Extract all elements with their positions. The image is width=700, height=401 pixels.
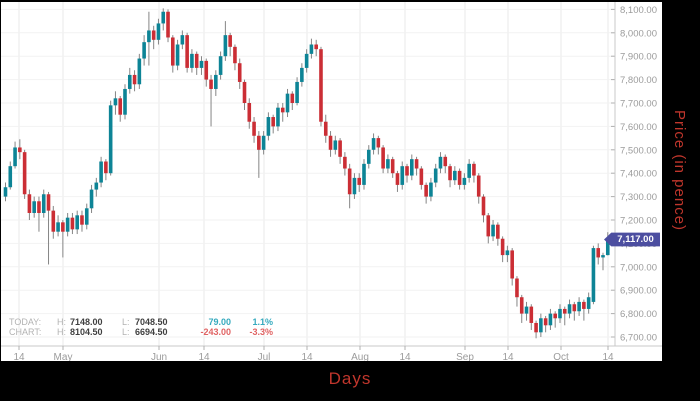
candlestick-plot-area[interactable]: 6,700.006,800.006,900.007,000.007,100.00… xyxy=(1,2,662,361)
y-axis-title: Price (in pence) xyxy=(671,110,688,232)
candlestick-svg: 6,700.006,800.006,900.007,000.007,100.00… xyxy=(1,2,662,361)
svg-text:8,100.00: 8,100.00 xyxy=(620,5,657,16)
chart-low-label: L: xyxy=(122,327,130,337)
today-change-percent: 1.1% xyxy=(252,317,273,327)
svg-text:7,500.00: 7,500.00 xyxy=(620,145,657,156)
svg-text:8,000.00: 8,000.00 xyxy=(620,28,657,39)
svg-text:7,700.00: 7,700.00 xyxy=(620,99,657,110)
svg-text:14: 14 xyxy=(602,352,614,361)
svg-text:6,900.00: 6,900.00 xyxy=(620,286,657,297)
bottom-frame-strip: Days xyxy=(0,361,700,401)
today-low-label: L: xyxy=(122,317,130,327)
last-price-badge: 7,117.00 xyxy=(604,232,660,247)
svg-text:May: May xyxy=(54,352,73,361)
svg-text:7,900.00: 7,900.00 xyxy=(620,52,657,63)
svg-text:7,200.00: 7,200.00 xyxy=(620,216,657,227)
svg-text:7,400.00: 7,400.00 xyxy=(620,169,657,180)
legend-row-today: TODAY: H: 7148.00 L: 7048.50 79.00 1.1% xyxy=(9,317,273,327)
svg-text:7,300.00: 7,300.00 xyxy=(620,192,657,203)
svg-text:7,000.00: 7,000.00 xyxy=(620,262,657,273)
svg-text:14: 14 xyxy=(399,352,411,361)
svg-text:14: 14 xyxy=(301,352,313,361)
chart-low-value: 6694.50 xyxy=(135,327,168,337)
today-high-label: H: xyxy=(57,317,66,327)
chart-high-label: H: xyxy=(57,327,66,337)
today-change-value: 79.00 xyxy=(208,317,231,327)
svg-text:Aug: Aug xyxy=(351,352,369,361)
svg-text:7,600.00: 7,600.00 xyxy=(620,122,657,133)
chart-high-value: 8104.50 xyxy=(70,327,103,337)
svg-text:Jul: Jul xyxy=(258,352,271,361)
price-stats-legend: TODAY: H: 7148.00 L: 7048.50 79.00 1.1% … xyxy=(9,317,273,337)
today-low-value: 7048.50 xyxy=(135,317,168,327)
svg-text:6,700.00: 6,700.00 xyxy=(620,333,657,344)
today-high-value: 7148.00 xyxy=(70,317,103,327)
svg-text:14: 14 xyxy=(502,352,514,361)
chart-change-value: -243.00 xyxy=(200,327,231,337)
svg-text:14: 14 xyxy=(198,352,210,361)
svg-text:Oct: Oct xyxy=(553,352,569,361)
svg-text:6,800.00: 6,800.00 xyxy=(620,309,657,320)
chart-label: CHART: xyxy=(9,327,42,337)
svg-text:7,800.00: 7,800.00 xyxy=(620,75,657,86)
svg-text:Jun: Jun xyxy=(151,352,167,361)
today-label: TODAY: xyxy=(9,317,42,327)
svg-text:14: 14 xyxy=(13,352,25,361)
legend-row-chart: CHART: H: 8104.50 L: 6694.50 -243.00 -3.… xyxy=(9,327,273,337)
svg-text:Sep: Sep xyxy=(456,352,474,361)
x-axis-title: Days xyxy=(328,369,372,388)
chart-change-percent: -3.3% xyxy=(249,327,273,337)
right-frame-strip: Price (in pence) xyxy=(662,0,700,401)
